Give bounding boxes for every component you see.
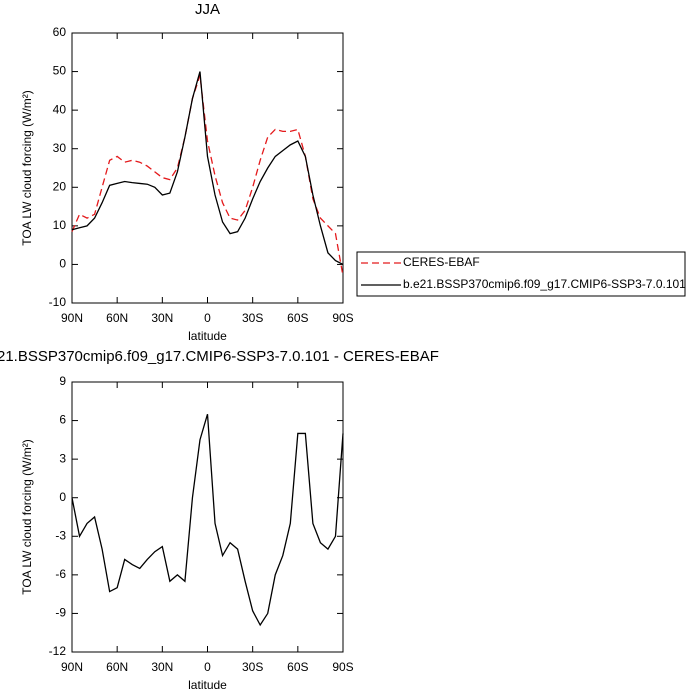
x-tick-label: 90N <box>61 311 83 325</box>
y-tick-label: 6 <box>59 413 66 427</box>
x-axis-label: latitude <box>188 678 227 692</box>
y-tick-label: -10 <box>49 295 67 309</box>
y-tick-label: 40 <box>53 102 67 116</box>
y-tick-label: 9 <box>59 374 66 388</box>
x-tick-label: 90S <box>332 660 353 674</box>
data-line <box>71 413 344 627</box>
x-tick-label: 60S <box>287 311 308 325</box>
x-tick-label: 0 <box>204 660 211 674</box>
y-tick-label: -12 <box>49 644 67 658</box>
y-tick-label: -9 <box>55 606 66 620</box>
legend-label: CERES-EBAF <box>403 255 480 269</box>
chart-title: b.e21.BSSP370cmip6.f09_g17.CMIP6-SSP3-7.… <box>0 348 439 365</box>
x-tick-label: 60N <box>106 311 128 325</box>
x-tick-label: 30N <box>151 660 173 674</box>
y-tick-label: 0 <box>59 257 66 271</box>
y-axis-label: TOA LW cloud forcing (W/m²) <box>20 90 34 246</box>
plot-frame <box>71 32 344 304</box>
x-tick-label: 30S <box>242 311 263 325</box>
y-tick-label: 0 <box>59 490 66 504</box>
y-tick-label: 3 <box>59 451 66 465</box>
x-tick-label: 60N <box>106 660 128 674</box>
y-tick-label: -6 <box>55 567 66 581</box>
x-tick-label: 30S <box>242 660 263 674</box>
x-tick-label: 0 <box>204 311 211 325</box>
x-axis-label: latitude <box>188 329 227 343</box>
legend-label: b.e21.BSSP370cmip6.f09_g17.CMIP6-SSP3-7.… <box>403 277 686 291</box>
y-tick-label: 60 <box>53 25 67 39</box>
y-tick-label: 30 <box>53 141 67 155</box>
data-line <box>71 75 344 277</box>
x-tick-label: 60S <box>287 660 308 674</box>
y-tick-label: -3 <box>55 528 66 542</box>
data-line <box>71 71 344 266</box>
y-axis-label: TOA LW cloud forcing (W/m²) <box>20 439 34 595</box>
y-tick-label: 10 <box>53 218 67 232</box>
y-tick-label: 20 <box>53 179 67 193</box>
x-tick-label: 30N <box>151 311 173 325</box>
chart-title: JJA <box>195 1 220 18</box>
x-tick-label: 90N <box>61 660 83 674</box>
legend-box <box>356 251 686 297</box>
y-tick-label: 50 <box>53 64 67 78</box>
x-tick-label: 90S <box>332 311 353 325</box>
